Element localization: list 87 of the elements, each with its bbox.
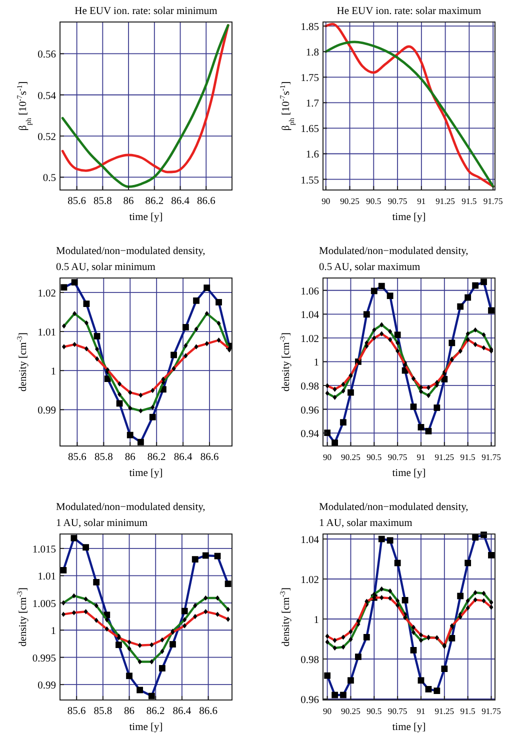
x-tick-label: 90 <box>322 196 330 206</box>
x-tick-label: 90.5 <box>366 452 382 462</box>
x-axis-title: time [y] <box>392 468 426 479</box>
x-tick-label: 91.75 <box>482 452 501 462</box>
x-tick-label: 91.25 <box>434 706 454 716</box>
y-tick-label: 0.995 <box>32 653 56 664</box>
y-tick-label: 0.56 <box>38 50 56 61</box>
x-tick-label: 86.2 <box>147 452 166 463</box>
x-tick-label: 91 <box>417 196 426 206</box>
chart-title: Modulated/non−modulated density, 0.5 AU, solar minimum <box>56 246 206 273</box>
x-tick-label: 86.6 <box>200 452 219 463</box>
x-tick-label: 86 <box>123 196 134 207</box>
y-tick-label: 0.96 <box>300 405 319 416</box>
x-tick-label: 90.25 <box>340 196 360 206</box>
y-tick-label: 0.94 <box>300 429 320 440</box>
chart-title: He EUV ion. rate: solar minimum <box>74 6 218 17</box>
x-axis-title: time [y] <box>129 468 163 479</box>
x-tick-label: 85.8 <box>93 196 112 207</box>
y-tick-label: 0.99 <box>38 680 56 692</box>
x-tick-label: 90.5 <box>366 196 382 206</box>
x-tick-label: 91 <box>416 706 426 716</box>
y-tick-label: 0.98 <box>300 655 319 666</box>
y-tick-label: 0.52 <box>38 132 56 144</box>
y-tick-label: 0.96 <box>300 695 319 706</box>
x-tick-label: 91.75 <box>482 706 501 716</box>
y-tick-label: 1.04 <box>300 535 320 546</box>
x-tick-label: 90.25 <box>341 452 360 462</box>
y-tick-label: 1.6 <box>306 150 319 161</box>
x-tick-label: 91.5 <box>460 452 476 462</box>
y-tick-label: 0.54 <box>38 90 57 102</box>
y-tick-label: 1 <box>50 366 56 378</box>
x-tick-label: 90 <box>323 706 332 716</box>
y-tick-label: 1.55 <box>300 175 319 186</box>
x-tick-label: 90.75 <box>388 452 408 462</box>
y-tick-label: 1.65 <box>300 124 319 136</box>
chart-title: He EUV ion. rate: solar maximum <box>336 6 482 17</box>
x-tick-label: 91.5 <box>462 196 477 206</box>
x-axis-title: time [y] <box>392 722 426 733</box>
x-tick-label: 91.25 <box>434 452 454 462</box>
x-tick-label: 90.25 <box>341 706 360 716</box>
y-tick-label: 0.5 <box>42 173 56 184</box>
x-axis-title: time [y] <box>129 722 163 733</box>
x-tick-label: 91.75 <box>483 196 503 206</box>
y-tick-label: 1.01 <box>38 328 56 339</box>
y-tick-label: 1.015 <box>32 544 56 556</box>
x-axis-title: time [y] <box>392 212 426 223</box>
x-tick-label: 90.75 <box>388 706 408 716</box>
x-tick-label: 85.6 <box>67 706 86 717</box>
chart-title: Modulated/non−modulated density, 1 AU, solar maximum <box>319 502 468 529</box>
y-tick-label: 1.75 <box>300 73 319 84</box>
x-tick-label: 86.6 <box>196 196 216 207</box>
y-tick-label: 1 <box>50 626 56 638</box>
chart-title: Modulated/non−modulated density, 1 AU, solar minimum <box>56 502 206 529</box>
x-tick-label: 91.25 <box>436 196 455 206</box>
y-tick-label: 1.01 <box>38 572 56 583</box>
x-tick-label: 86 <box>124 706 135 717</box>
x-tick-label: 91.5 <box>460 706 476 716</box>
y-tick-label: 1.02 <box>300 575 319 586</box>
x-tick-label: 86.6 <box>199 706 218 717</box>
x-tick-label: 86.4 <box>174 452 193 463</box>
x-tick-label: 85.8 <box>94 452 113 463</box>
y-tick-label: 1.02 <box>38 288 56 300</box>
x-tick-label: 85.6 <box>68 452 86 463</box>
x-tick-label: 86.2 <box>146 706 165 717</box>
y-tick-label: 0.99 <box>38 406 56 417</box>
x-tick-label: 90.5 <box>366 706 382 716</box>
y-tick-label: 1 <box>314 358 319 369</box>
x-tick-label: 90 <box>323 452 332 462</box>
x-tick-label: 85.8 <box>94 706 112 717</box>
y-tick-label: 1.7 <box>306 98 319 110</box>
y-tick-label: 1 <box>314 615 319 626</box>
chart-title: Modulated/non−modulated density, 0.5 AU, solar maximum <box>319 246 468 273</box>
y-tick-label: 1.06 <box>300 286 319 298</box>
x-tick-label: 86.4 <box>172 706 192 717</box>
x-tick-label: 85.6 <box>68 196 86 207</box>
y-tick-label: 1.02 <box>300 334 319 345</box>
y-tick-label: 0.98 <box>300 381 319 392</box>
x-tick-label: 86.4 <box>171 196 190 207</box>
x-axis-title: time [y] <box>129 212 163 223</box>
x-tick-label: 90.75 <box>388 196 408 206</box>
y-tick-label: 1.04 <box>300 310 320 322</box>
x-tick-label: 86.2 <box>145 196 164 207</box>
y-tick-label: 1.85 <box>300 22 319 34</box>
x-tick-label: 91 <box>416 452 426 462</box>
x-tick-label: 86 <box>124 452 136 463</box>
y-tick-label: 1.005 <box>32 598 56 610</box>
y-tick-label: 1.8 <box>306 48 319 59</box>
